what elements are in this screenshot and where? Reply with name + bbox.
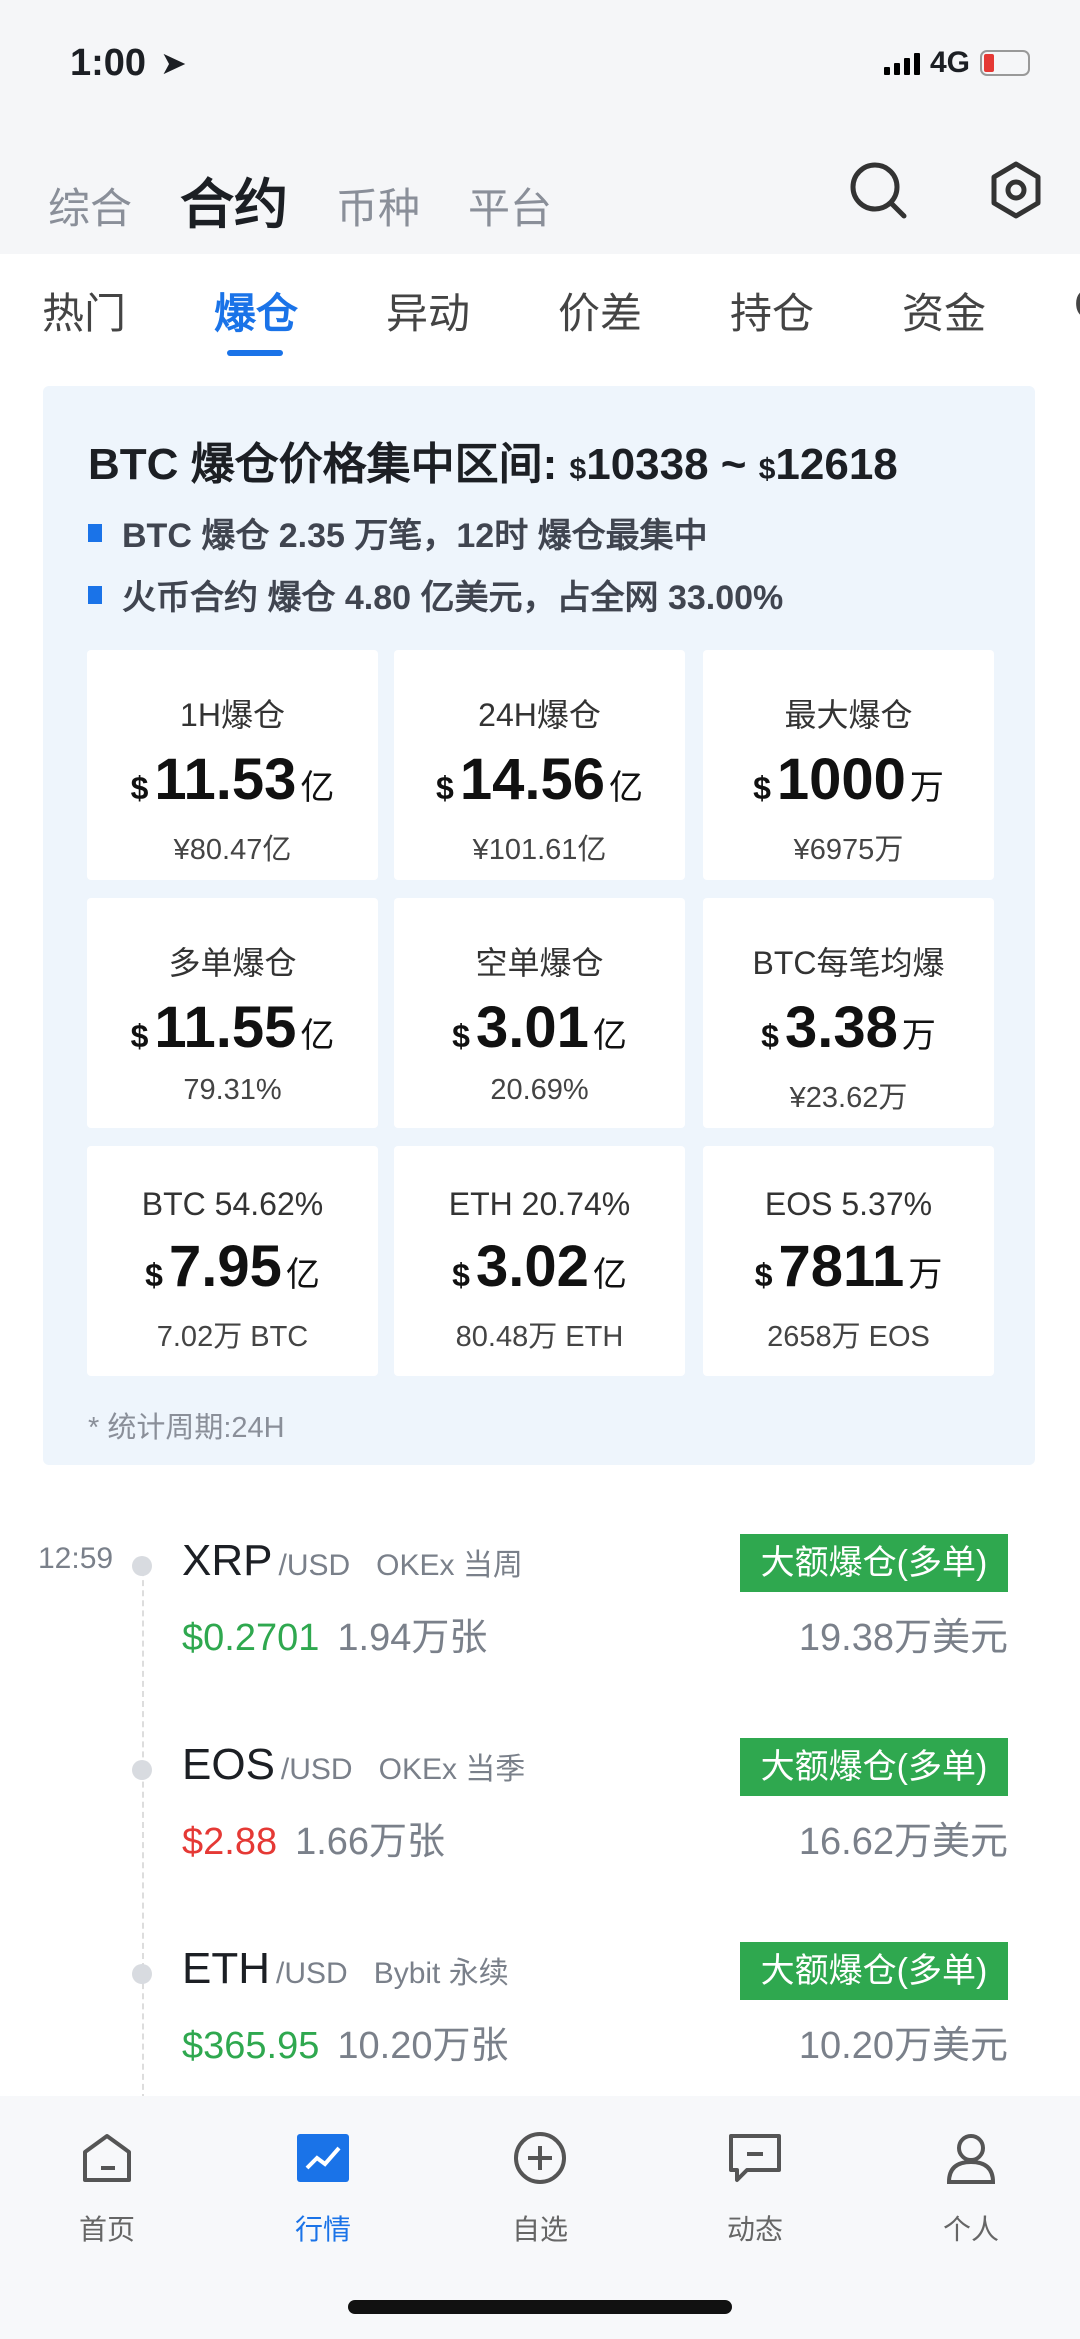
battery-icon <box>980 50 1030 76</box>
stat-label: 1H爆仓 <box>180 697 285 733</box>
feed-time: 12:59 <box>38 1542 114 1575</box>
stat-value: $14.56 亿 <box>436 747 643 812</box>
timeline-dot <box>132 1760 152 1780</box>
subtab-more[interactable]: C <box>1074 280 1080 341</box>
signal-icon <box>883 51 920 75</box>
stat-cell: 1H爆仓 $11.53 亿 ¥80.47亿 <box>87 650 378 880</box>
stat-value: $3.02 亿 <box>452 1234 627 1299</box>
feed-details: $365.95 10.20万张 <box>182 2025 509 2067</box>
stat-value: $7811 万 <box>754 1234 943 1299</box>
chart-icon <box>258 2128 388 2188</box>
stat-label: 空单爆仓 <box>475 945 604 981</box>
sub-tabs: 热门 爆仓 异动 价差 持仓 资金 C <box>42 280 1080 341</box>
plus-circle-icon <box>475 2128 605 2188</box>
subtab-anomaly[interactable]: 异动 <box>386 290 471 337</box>
stat-cell: EOS 5.37% $7811 万 2658万 EOS <box>703 1146 994 1376</box>
stat-value: $1000 万 <box>753 747 944 812</box>
home-indicator <box>348 2300 732 2314</box>
subtab-liquidation[interactable]: 爆仓 <box>214 290 299 337</box>
feed-amount: 16.62万美元 <box>798 1821 1008 1863</box>
home-icon <box>42 2128 172 2188</box>
network-type: 4G <box>929 46 970 79</box>
feed-amount: 19.38万美元 <box>798 1617 1008 1659</box>
stat-sub: 80.48万 ETH <box>455 1321 624 1353</box>
message-icon <box>690 2128 820 2188</box>
location-arrow-icon: ➤ <box>160 45 187 81</box>
feed-amount: 10.20万美元 <box>798 2025 1008 2067</box>
timeline-dot <box>132 1556 152 1576</box>
liquidation-badge: 大额爆仓(多单) <box>740 1534 1008 1592</box>
tab-message[interactable]: 动态 <box>690 2128 820 2248</box>
tab-chart[interactable]: 行情 <box>258 2128 388 2248</box>
timeline-dot <box>132 1964 152 1984</box>
stat-label: ETH 20.74% <box>448 1186 631 1222</box>
summary-bullet: 火币合约 爆仓 4.80 亿美元，占全网 33.00% <box>88 570 783 619</box>
stat-label: 最大爆仓 <box>784 697 913 733</box>
stat-label: EOS 5.37% <box>764 1186 933 1222</box>
summary-title: BTC 爆仓价格集中区间: $10338 ~ $12618 <box>88 440 898 489</box>
footnote: * 统计周期:24H <box>88 1412 285 1444</box>
subtab-spread[interactable]: 价差 <box>558 290 643 337</box>
stat-cell: BTC 54.62% $7.95 亿 7.02万 BTC <box>87 1146 378 1376</box>
settings-icon[interactable] <box>988 160 1044 220</box>
stat-label: BTC每笔均爆 <box>752 945 945 981</box>
status-time: 1:00 <box>70 42 147 84</box>
tab-platforms[interactable]: 平台 <box>468 185 553 232</box>
feed-symbol[interactable]: XRP/USD OKEx 当周 <box>182 1536 523 1585</box>
stat-sub: ¥80.47亿 <box>173 834 292 866</box>
stat-sub: 20.69% <box>490 1074 589 1106</box>
subtab-positions[interactable]: 持仓 <box>730 290 815 337</box>
stat-sub: 2658万 EOS <box>767 1321 930 1353</box>
feed-symbol[interactable]: EOS/USD OKEx 当季 <box>182 1740 526 1789</box>
stat-value: $7.95 亿 <box>145 1234 320 1299</box>
feed-symbol[interactable]: ETH/USD Bybit 永续 <box>182 1944 509 1993</box>
stat-label: 24H爆仓 <box>478 697 601 733</box>
stat-value: $3.38 万 <box>761 995 936 1060</box>
stat-sub: ¥23.62万 <box>789 1082 908 1114</box>
bottom-tab-bar <box>0 2096 1080 2339</box>
subtab-hot[interactable]: 热门 <box>42 290 127 337</box>
stat-cell: 24H爆仓 $14.56 亿 ¥101.61亿 <box>394 650 685 880</box>
tab-contracts[interactable]: 合约 <box>180 175 289 235</box>
feed-details: $2.88 1.66万张 <box>182 1821 446 1863</box>
liquidation-badge: 大额爆仓(多单) <box>740 1738 1008 1796</box>
search-icon[interactable] <box>848 160 908 220</box>
stat-cell: BTC每笔均爆 $3.38 万 ¥23.62万 <box>703 898 994 1128</box>
feed-details: $0.2701 1.94万张 <box>182 1617 488 1659</box>
status-indicators: 4G <box>883 46 1030 80</box>
stat-label: 多单爆仓 <box>168 945 297 981</box>
tab-coins[interactable]: 币种 <box>336 185 421 232</box>
stat-sub: ¥101.61亿 <box>472 834 607 866</box>
stat-cell: 空单爆仓 $3.01 亿 20.69% <box>394 898 685 1128</box>
timeline-line <box>142 1560 144 2100</box>
subtab-funding[interactable]: 资金 <box>902 290 987 337</box>
stat-sub: ¥6975万 <box>793 834 904 866</box>
person-icon <box>906 2128 1036 2188</box>
stat-cell: ETH 20.74% $3.02 亿 80.48万 ETH <box>394 1146 685 1376</box>
stat-cell: 最大爆仓 $1000 万 ¥6975万 <box>703 650 994 880</box>
liquidation-badge: 大额爆仓(多单) <box>740 1942 1008 2000</box>
tab-overview[interactable]: 综合 <box>48 185 133 232</box>
active-tab-indicator <box>227 350 283 356</box>
tab-person[interactable]: 个人 <box>906 2128 1036 2248</box>
stat-sub: 7.02万 BTC <box>156 1321 309 1353</box>
main-tabs: 综合 合约 币种 平台 <box>48 160 552 239</box>
stat-sub: 79.31% <box>183 1074 282 1106</box>
stat-cell: 多单爆仓 $11.55 亿 79.31% <box>87 898 378 1128</box>
summary-bullet: BTC 爆仓 2.35 万笔，12时 爆仓最集中 <box>88 508 708 557</box>
stat-value: $11.55 亿 <box>130 995 335 1060</box>
tab-home[interactable]: 首页 <box>42 2128 172 2248</box>
stat-label: BTC 54.62% <box>141 1186 324 1222</box>
stat-value: $11.53 亿 <box>130 747 335 812</box>
stat-value: $3.01 亿 <box>452 995 627 1060</box>
tab-plus-circle[interactable]: 自选 <box>475 2128 605 2248</box>
